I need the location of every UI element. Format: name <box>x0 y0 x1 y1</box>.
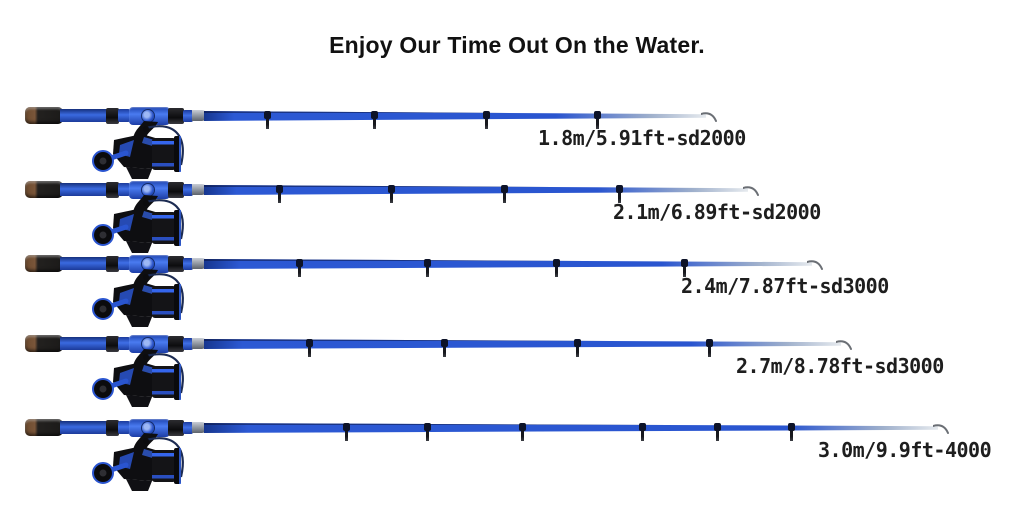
line-guide <box>574 339 581 357</box>
line-guide <box>706 339 713 357</box>
rod-blank <box>204 185 748 195</box>
rod-butt-cap <box>25 181 63 198</box>
line-guide <box>388 185 395 203</box>
reel-seat-ring <box>106 182 119 198</box>
reel-seat <box>129 335 170 353</box>
reel-seat-ring <box>168 108 184 124</box>
line-guide <box>681 259 688 277</box>
line-guide <box>519 423 526 441</box>
spinning-reel <box>86 195 192 257</box>
line-guide <box>264 111 271 129</box>
reel-seat-trim <box>118 421 130 434</box>
rod-tip <box>807 260 823 270</box>
reel-seat-hood <box>192 110 207 121</box>
page-title: Enjoy Our Time Out On the Water. <box>329 32 705 58</box>
rod-length-label: 1.8m/5.91ft-sd2000 <box>538 126 746 150</box>
rod-rear-section <box>60 421 109 434</box>
reel-seat-ring <box>106 420 119 436</box>
spinning-reel <box>86 121 192 183</box>
reel-seat-trim <box>118 183 130 196</box>
rod-butt-cap <box>25 107 63 124</box>
reel-seat-ring <box>168 182 184 198</box>
spinning-reel <box>86 349 192 411</box>
rod-length-label: 2.7m/8.78ft-sd3000 <box>736 354 944 378</box>
reel-seat-trim <box>118 337 130 350</box>
rod-length-label: 3.0m/9.9ft-4000 <box>818 438 992 462</box>
rod-butt-cap <box>25 419 63 436</box>
reel-seat-ring <box>106 108 119 124</box>
line-guide <box>343 423 350 441</box>
rod-length-label: 2.1m/6.89ft-sd2000 <box>613 200 821 224</box>
rod-blank <box>204 111 706 121</box>
line-guide <box>501 185 508 203</box>
brand-logo-icon <box>142 258 154 270</box>
rod-butt-cap <box>25 255 63 272</box>
line-guide <box>616 185 623 203</box>
rod-blank <box>204 259 812 269</box>
reel-seat-hood <box>192 258 207 269</box>
line-guide <box>371 111 378 129</box>
reel-seat-trim <box>183 110 193 122</box>
spinning-reel <box>86 269 192 331</box>
reel-seat <box>129 181 170 199</box>
line-guide <box>553 259 560 277</box>
reel-seat-hood <box>192 338 207 349</box>
line-guide <box>483 111 490 129</box>
line-guide <box>788 423 795 441</box>
reel-seat-ring <box>168 256 184 272</box>
line-guide <box>306 339 313 357</box>
reel-seat-trim <box>183 258 193 270</box>
reel-seat <box>129 107 170 125</box>
reel-seat-ring <box>106 336 119 352</box>
reel-seat-trim <box>118 257 130 270</box>
line-guide <box>714 423 721 441</box>
line-guide <box>296 259 303 277</box>
rod-rear-section <box>60 257 109 270</box>
line-guide <box>424 423 431 441</box>
brand-logo-icon <box>142 184 154 196</box>
line-guide <box>276 185 283 203</box>
reel-seat-hood <box>192 422 207 433</box>
brand-logo-icon <box>142 110 154 122</box>
reel-seat-ring <box>168 420 184 436</box>
line-guide <box>639 423 646 441</box>
spinning-reel <box>86 433 192 495</box>
reel-seat <box>129 419 170 437</box>
reel-seat-trim <box>183 422 193 434</box>
rod-rear-section <box>60 337 109 350</box>
rod-rear-section <box>60 109 109 122</box>
rod-blank <box>204 423 938 433</box>
brand-logo-icon <box>142 422 154 434</box>
rod-tip <box>933 424 949 434</box>
rod-rear-section <box>60 183 109 196</box>
line-guide <box>594 111 601 129</box>
reel-seat-ring <box>106 256 119 272</box>
line-guide <box>424 259 431 277</box>
rod-tip <box>743 186 759 196</box>
rod-blank <box>204 339 841 349</box>
reel-seat-trim <box>183 184 193 196</box>
reel-seat-trim <box>118 109 130 122</box>
reel-seat-ring <box>168 336 184 352</box>
rod-butt-cap <box>25 335 63 352</box>
reel-seat-hood <box>192 184 207 195</box>
reel-seat-trim <box>183 338 193 350</box>
rod-tip <box>836 340 852 350</box>
brand-logo-icon <box>142 338 154 350</box>
reel-seat <box>129 255 170 273</box>
rod-length-label: 2.4m/7.87ft-sd3000 <box>681 274 889 298</box>
rod-tip <box>701 112 717 122</box>
line-guide <box>441 339 448 357</box>
